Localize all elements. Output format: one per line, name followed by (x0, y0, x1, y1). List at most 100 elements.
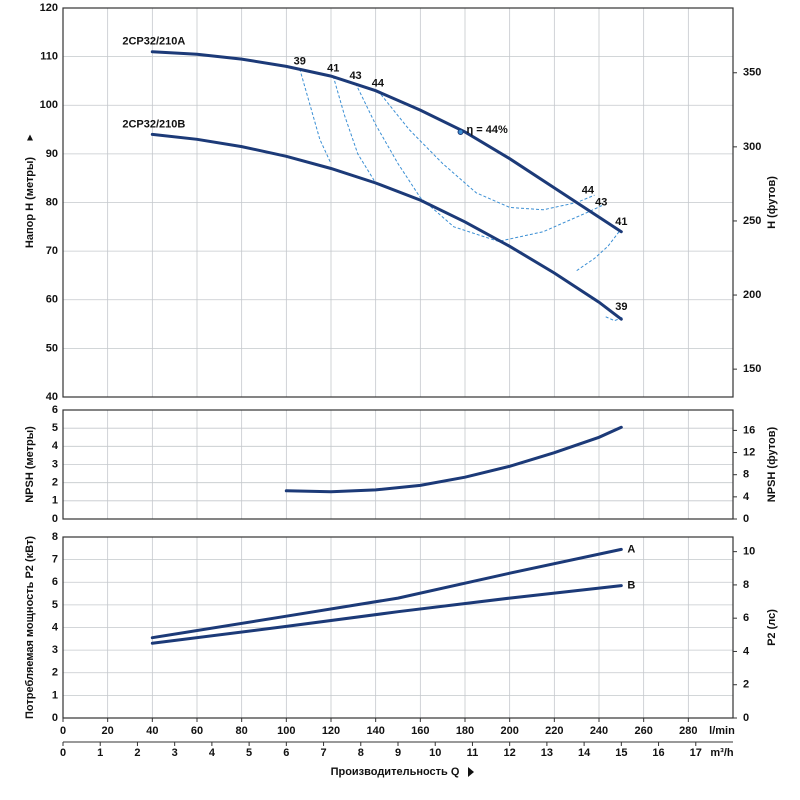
x-tick-label: 60 (191, 725, 203, 737)
x2-tick-label: 6 (283, 747, 289, 759)
x-tick-label: 140 (366, 725, 384, 737)
y2-tick-label: 2 (743, 679, 749, 691)
curve (284, 425, 623, 494)
y2-tick-label: 350 (743, 67, 761, 79)
series-label: 2CP32/210A (122, 36, 185, 48)
series-label: 2CP32/210B (122, 118, 185, 130)
y2-tick-label: 300 (743, 141, 761, 153)
y2-tick-label: 6 (743, 612, 749, 624)
x2-tick-label: 0 (60, 747, 66, 759)
y-tick-label: 4 (52, 621, 59, 633)
x-axis-title: Производительность Q (331, 766, 460, 778)
y-tick-label: 40 (46, 391, 58, 403)
y2-tick-label: 12 (743, 446, 755, 458)
y-tick-label: 70 (46, 245, 58, 257)
y2-tick-label: 8 (743, 469, 749, 481)
plot-frame (62, 7, 734, 398)
y-tick-label: 50 (46, 342, 58, 354)
y-tick-label: 6 (52, 576, 58, 588)
y2-axis-title: P2 (лс) (766, 609, 778, 646)
y-axis-title: Напор H (метры) (24, 157, 36, 248)
y2-tick-label: 150 (743, 363, 761, 375)
x2-tick-label: 4 (209, 747, 216, 759)
y-tick-label: 80 (46, 196, 58, 208)
efficiency-curve (299, 68, 332, 164)
x-tick-label: 260 (634, 725, 652, 737)
y-axis-title: Потребляемая мощность P2 (кВт) (24, 536, 36, 719)
x2-unit-label: m³/h (710, 747, 734, 759)
annotation: 39 (294, 55, 306, 67)
annotation: 41 (327, 63, 339, 75)
annotation: 43 (595, 196, 607, 208)
x-tick-label: 0 (60, 725, 66, 737)
y2-tick-label: 4 (743, 645, 750, 657)
y-tick-label: 2 (52, 667, 58, 679)
x-tick-label: 220 (545, 725, 563, 737)
annotation: 44 (582, 184, 595, 196)
x2-tick-label: 3 (172, 747, 178, 759)
y-tick-label: 120 (40, 2, 58, 14)
plot-frame (62, 409, 734, 520)
x-tick-label: 20 (102, 725, 114, 737)
arrow-icon (27, 134, 33, 141)
arrow-icon (468, 767, 474, 777)
x2-tick-label: 9 (395, 747, 401, 759)
y2-tick-label: 0 (743, 712, 749, 724)
x-tick-label: 40 (146, 725, 158, 737)
y-tick-label: 100 (40, 99, 58, 111)
y-axis-title: NPSH (метры) (24, 426, 36, 503)
series-label: A (627, 543, 635, 555)
series-label: B (627, 580, 635, 592)
x2-tick-label: 17 (690, 747, 702, 759)
y2-tick-label: 0 (743, 513, 749, 525)
y2-tick-label: 8 (743, 579, 749, 591)
x2-tick-label: 5 (246, 747, 252, 759)
y-tick-label: 1 (52, 495, 58, 507)
x-tick-label: 80 (236, 725, 248, 737)
x2-tick-label: 1 (97, 747, 103, 759)
y-tick-label: 60 (46, 294, 58, 306)
curve (150, 50, 623, 234)
y-tick-label: 5 (52, 599, 58, 611)
x-tick-label: 160 (411, 725, 429, 737)
x2-tick-label: 15 (615, 747, 627, 759)
y-tick-label: 6 (52, 404, 58, 416)
y-tick-label: 0 (52, 513, 58, 525)
y2-tick-label: 10 (743, 546, 755, 558)
y2-axis-title: H (футов) (766, 176, 778, 229)
annotation: 44 (372, 77, 385, 89)
x-tick-label: 120 (322, 725, 340, 737)
x2-tick-label: 13 (541, 747, 553, 759)
efficiency-point (457, 128, 464, 135)
y2-axis-title: NPSH (футов) (766, 426, 778, 502)
x-tick-label: 180 (456, 725, 474, 737)
x2-tick-label: 14 (578, 747, 591, 759)
y-tick-label: 2 (52, 477, 58, 489)
plot-frame (62, 536, 734, 719)
x2-tick-label: 2 (134, 747, 140, 759)
efficiency-curve (377, 90, 595, 211)
y2-tick-label: 250 (743, 215, 761, 227)
x-tick-label: 200 (500, 725, 518, 737)
y-tick-label: 90 (46, 148, 58, 160)
x2-tick-label: 11 (467, 747, 479, 759)
efficiency-curve (332, 75, 377, 184)
efficiency-curve (355, 83, 604, 242)
annotation: 43 (349, 70, 361, 82)
x2-tick-label: 7 (320, 747, 326, 759)
x-tick-label: 280 (679, 725, 697, 737)
curve (150, 132, 623, 321)
y-tick-label: 4 (52, 440, 59, 452)
x2-tick-label: 8 (358, 747, 364, 759)
x2-tick-label: 12 (504, 747, 516, 759)
x2-tick-label: 10 (429, 747, 441, 759)
y-tick-label: 5 (52, 422, 58, 434)
y2-tick-label: 4 (743, 491, 750, 503)
efficiency-curve (576, 231, 620, 272)
y-tick-label: 1 (52, 689, 58, 701)
y-tick-label: 110 (40, 51, 58, 63)
curve (150, 584, 623, 645)
annotation: 41 (615, 216, 627, 228)
y-tick-label: 3 (52, 644, 58, 656)
